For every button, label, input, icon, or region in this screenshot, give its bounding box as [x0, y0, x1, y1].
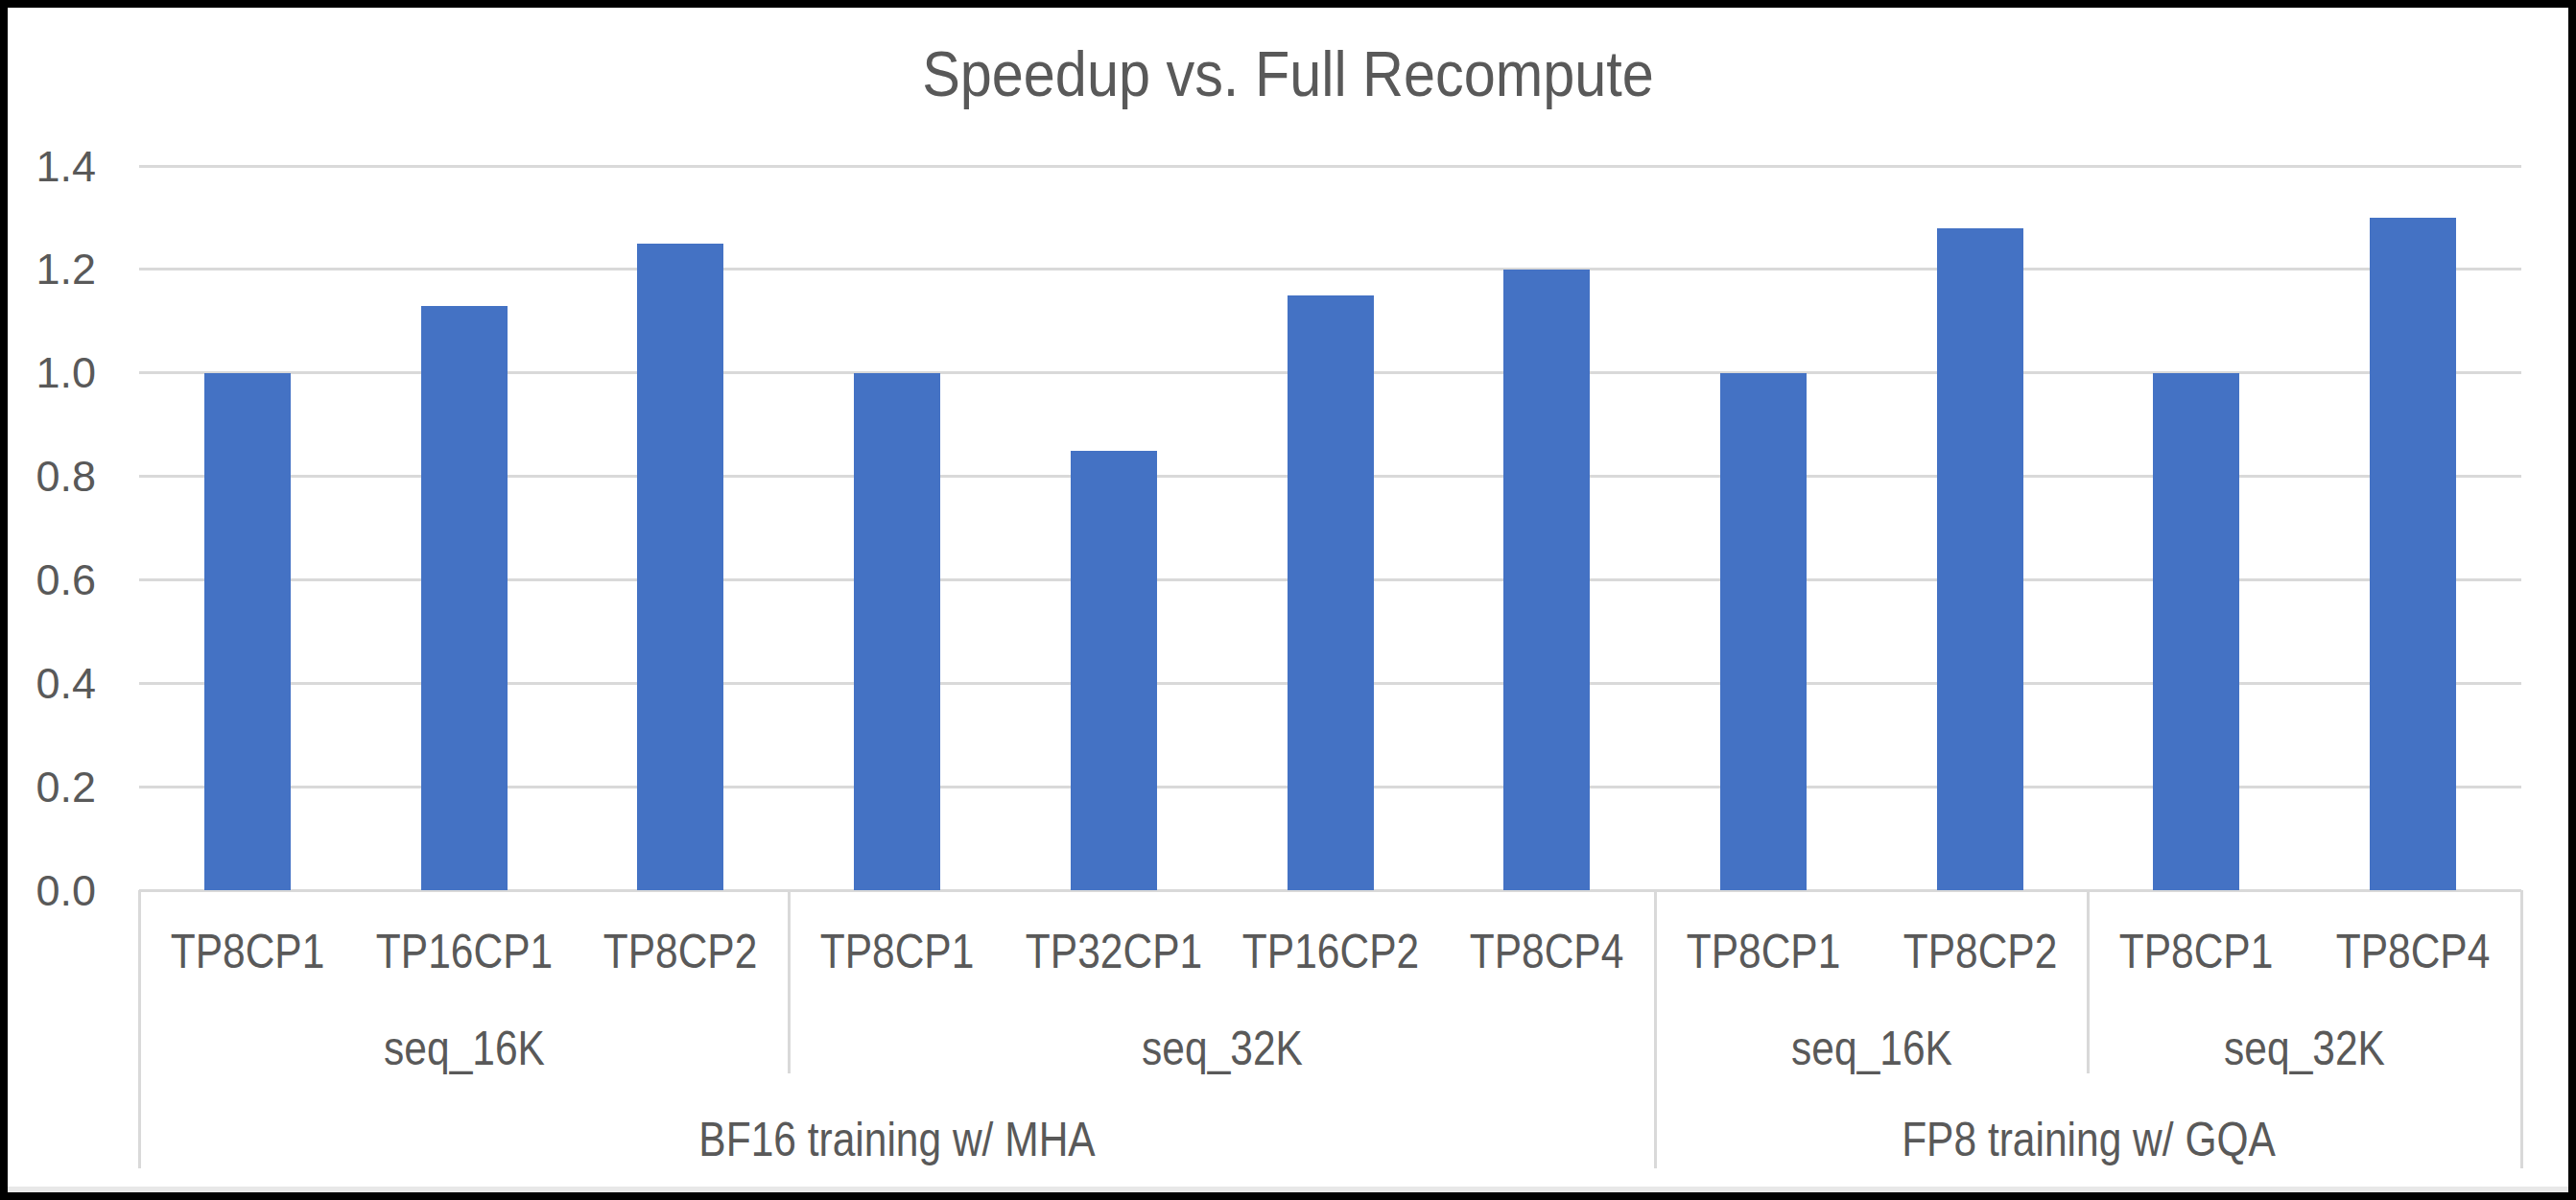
seq-group-label: seq_16K [1667, 1024, 2075, 1072]
y-axis-tick-label: 0.6 [0, 558, 96, 601]
y-axis-tick-label: 0.4 [0, 662, 96, 705]
y-axis-tick-label: 0.0 [0, 869, 96, 912]
border-bottom [0, 1192, 2576, 1200]
category-separator [2520, 890, 2523, 1168]
y-axis-tick-label: 1.2 [0, 247, 96, 291]
category-separator [138, 890, 141, 1168]
y-axis-tick-label: 1.0 [0, 351, 96, 394]
y-axis-tick-label: 1.4 [0, 145, 96, 188]
seq-group-label: seq_16K [260, 1024, 668, 1072]
seq-group-label: seq_32K [1018, 1024, 1426, 1072]
bar-TP32CP1 [1071, 451, 1157, 890]
bar-TP8CP4 [1503, 270, 1590, 890]
y-axis-tick-label: 0.8 [0, 455, 96, 498]
category-separator [1654, 890, 1657, 1168]
bar-TP8CP1 [204, 373, 291, 890]
training-group-label: BF16 training w/ MHA [489, 1116, 1305, 1164]
training-group-label: FP8 training w/ GQA [1681, 1116, 2496, 1164]
bar-TP8CP1 [854, 373, 940, 890]
seq-separator [788, 890, 791, 1073]
gridline [139, 268, 2521, 271]
bar-TP8CP2 [1937, 228, 2023, 890]
x-axis-category-label: TP8CP4 [2282, 928, 2543, 976]
seq-group-label: seq_32K [2101, 1024, 2509, 1072]
bar-TP8CP2 [637, 244, 723, 890]
border-top [0, 0, 2576, 8]
border-right [2568, 0, 2576, 1200]
bar-TP8CP4 [2370, 218, 2456, 890]
bar-TP8CP1 [1720, 373, 1807, 890]
bar-chart: Speedup vs. Full Recompute 1.4 1.2 1.0 0.8 0… [0, 0, 2576, 1200]
bar-TP16CP1 [421, 306, 508, 890]
gridline [139, 165, 2521, 168]
seq-separator [2087, 890, 2090, 1073]
chart-title: Speedup vs. Full Recompute [129, 42, 2447, 106]
y-axis-tick-label: 0.2 [0, 765, 96, 809]
bar-TP16CP2 [1288, 295, 1374, 890]
bar-TP8CP1 [2153, 373, 2239, 890]
border-left [0, 0, 8, 1200]
